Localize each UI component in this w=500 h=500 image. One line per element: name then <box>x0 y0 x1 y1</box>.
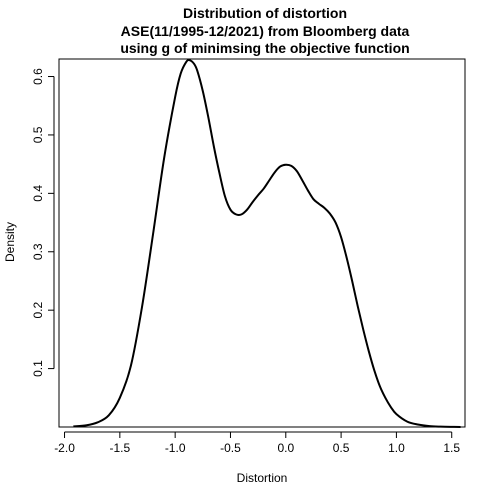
y-tick-label: 0.4 <box>31 185 45 202</box>
y-tick-label: 0.1 <box>31 360 45 377</box>
x-axis: -2.0 -1.5 -1.0 -0.5 0.0 0.5 1.0 1.5 <box>54 431 460 455</box>
x-tick-label: 0.5 <box>333 441 350 455</box>
y-tick-label: 0.2 <box>31 302 45 319</box>
x-tick-label: -1.0 <box>165 441 186 455</box>
x-tick-label: 0.0 <box>277 441 294 455</box>
series-layer <box>73 59 461 428</box>
plot-frame <box>58 58 466 428</box>
x-tick-label: -2.0 <box>54 441 75 455</box>
y-tick-label: 0.5 <box>31 126 45 143</box>
chart-title-line-2: ASE(11/1995-12/2021) from Bloomberg data <box>121 23 410 39</box>
x-tick-label: 1.5 <box>443 441 460 455</box>
y-tick-label: 0.3 <box>31 243 45 260</box>
chart-title-line-1: Distribution of distortion <box>183 5 347 21</box>
x-axis-label: Distortion <box>237 471 288 485</box>
chart-title-line-3: using g of minimsing the objective funct… <box>120 40 409 56</box>
y-axis-label: Density <box>3 222 17 262</box>
x-tick-label: -0.5 <box>220 441 241 455</box>
y-axis: 0.1 0.2 0.3 0.4 0.5 0.6 <box>31 68 55 377</box>
density-curve <box>73 59 461 428</box>
x-tick-label: -1.5 <box>110 441 131 455</box>
y-tick-label: 0.6 <box>31 68 45 85</box>
x-tick-label: 1.0 <box>388 441 405 455</box>
